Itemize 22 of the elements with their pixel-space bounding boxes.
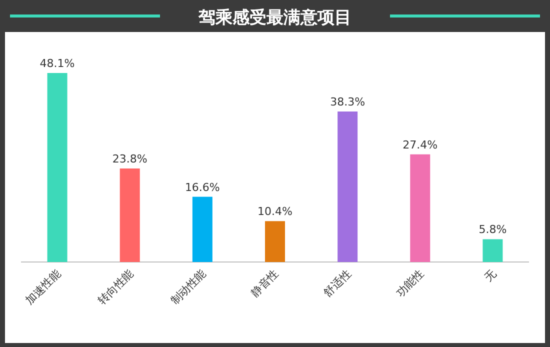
data-label: 5.8% xyxy=(478,223,507,236)
x-tick-label: 静音性 xyxy=(248,266,282,300)
data-label: 38.3% xyxy=(330,96,366,109)
bar xyxy=(120,168,140,262)
bar xyxy=(338,112,358,262)
x-tick-label: 舒适性 xyxy=(321,266,354,300)
bar xyxy=(265,221,285,262)
data-label: 27.4% xyxy=(402,138,438,152)
x-tick-label: 功能性 xyxy=(394,266,426,300)
x-tick-label: 制动性能 xyxy=(168,266,209,308)
chart-title: 驾乘感受最满意项目 xyxy=(198,8,352,28)
bar xyxy=(482,239,503,262)
bar xyxy=(410,154,430,262)
x-tick-label: 转向性能 xyxy=(96,266,136,308)
bar xyxy=(47,73,68,262)
data-label: 23.8% xyxy=(112,152,148,166)
x-tick-label: 无 xyxy=(482,266,499,284)
data-label: 48.1% xyxy=(40,57,75,70)
bar xyxy=(192,196,212,262)
data-label: 16.6% xyxy=(184,180,220,194)
data-label: 10.4% xyxy=(258,205,292,218)
x-tick-label: 加速性能 xyxy=(23,266,64,308)
